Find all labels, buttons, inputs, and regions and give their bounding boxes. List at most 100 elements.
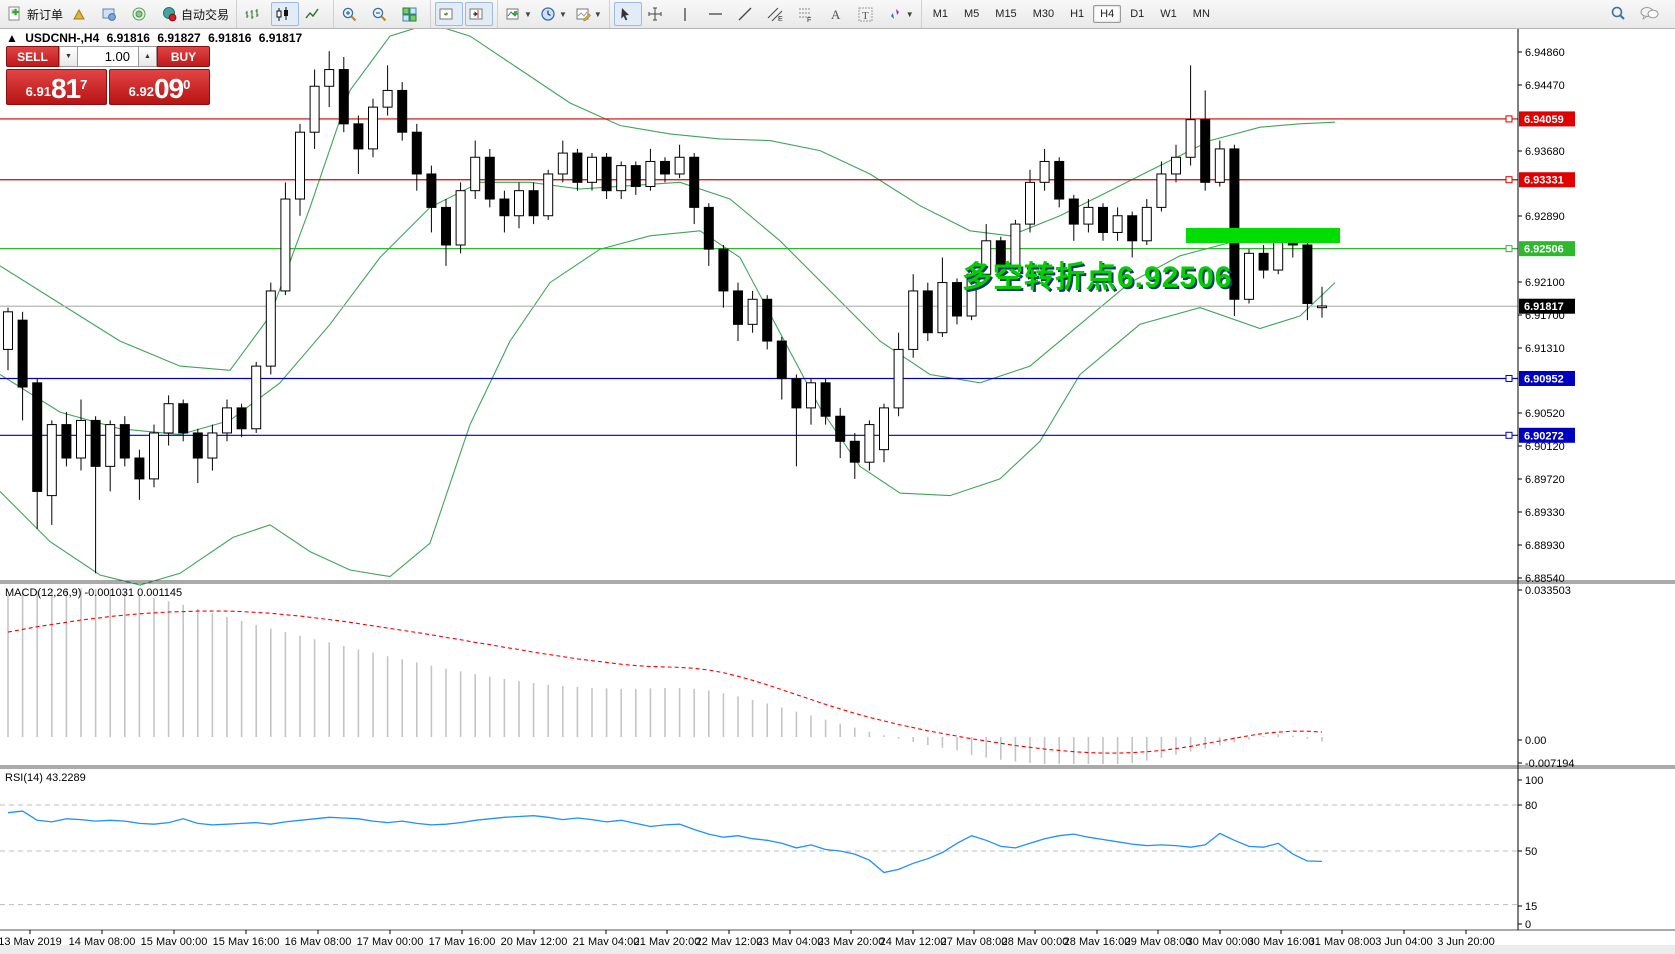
- horizontal-line-button[interactable]: [704, 2, 732, 26]
- price-tick-label: 6.89330: [1525, 507, 1565, 519]
- price-tick-label: 6.90520: [1525, 408, 1565, 420]
- timeframe-h4[interactable]: H4: [1093, 5, 1122, 23]
- sell-button[interactable]: SELL: [6, 46, 59, 67]
- fibonacci-icon: F: [797, 6, 814, 23]
- fibonacci-button[interactable]: F: [794, 2, 822, 26]
- cursor-button[interactable]: [613, 2, 642, 26]
- equidistant-channel-button[interactable]: E: [764, 2, 792, 26]
- bollinger-upper-band: [0, 23, 1336, 371]
- arrows-button[interactable]: ▼: [884, 2, 917, 26]
- text-label-button[interactable]: T: [854, 2, 882, 26]
- timeframe-w1[interactable]: W1: [1160, 8, 1177, 20]
- candle-body: [879, 407, 889, 451]
- timeframe-mn[interactable]: MN: [1192, 8, 1210, 20]
- candle-body: [1025, 181, 1035, 225]
- rsi-pane-title: RSI(14) 43.2289: [5, 772, 86, 784]
- profiles-button[interactable]: [68, 2, 96, 26]
- volume-down-button[interactable]: ▼: [59, 46, 78, 67]
- chevron-down-icon[interactable]: ▼: [905, 9, 914, 19]
- hline-marker[interactable]: [1505, 431, 1513, 439]
- hline-marker[interactable]: [1505, 176, 1513, 184]
- candle-body: [674, 156, 685, 175]
- zoom-in-button[interactable]: [338, 2, 366, 26]
- price-line-label-bg: [1519, 370, 1575, 386]
- candle-body: [893, 348, 904, 409]
- candle-body: [178, 403, 189, 434]
- candle-body: [601, 156, 612, 192]
- price-tick-label: 6.92890: [1525, 211, 1565, 223]
- candle-body: [1185, 119, 1196, 158]
- chart-shift-button[interactable]: [465, 2, 494, 26]
- hline-marker[interactable]: [1505, 245, 1513, 253]
- candle-body: [791, 378, 802, 409]
- low-value: 6.91816: [208, 31, 252, 45]
- chart-background: [0, 28, 1675, 954]
- rsi-axis-label: 0: [1525, 919, 1531, 931]
- auto-scroll-button[interactable]: [435, 2, 464, 26]
- price-tick-label: 6.94470: [1525, 80, 1565, 92]
- text-button[interactable]: A: [824, 2, 852, 26]
- candlestick-icon: [274, 6, 291, 23]
- hline-marker[interactable]: [1505, 374, 1513, 382]
- candlestick-button[interactable]: [271, 2, 300, 26]
- navigator-button[interactable]: [128, 2, 156, 26]
- price-line-label-bg: [1519, 427, 1575, 443]
- candle-body: [105, 424, 116, 467]
- templates-icon: [575, 6, 592, 23]
- candle-body: [163, 403, 174, 434]
- cursor-icon: [617, 6, 634, 23]
- candle-body: [32, 382, 43, 492]
- sell-price-tile[interactable]: 6.91 81 7: [6, 69, 107, 105]
- volume-up-button[interactable]: ▲: [138, 46, 157, 67]
- price-line-label-bg: [1519, 241, 1575, 257]
- collapse-arrow-icon[interactable]: ▲: [6, 31, 18, 45]
- chevron-down-icon[interactable]: ▼: [593, 9, 602, 19]
- chart-text-annotation[interactable]: 多空转折点6.92506: [962, 261, 1233, 294]
- timeframe-m1[interactable]: M1: [932, 8, 948, 20]
- search-button[interactable]: [1606, 2, 1634, 26]
- chat-button[interactable]: [1636, 2, 1664, 26]
- timeframe-m5[interactable]: M5: [964, 8, 980, 20]
- text-label-icon: T: [857, 6, 874, 23]
- indicators-button[interactable]: ▼: [502, 2, 535, 26]
- candle-body: [557, 152, 568, 175]
- candle-body: [820, 382, 831, 417]
- hline-marker[interactable]: [1505, 115, 1513, 123]
- candle-body: [76, 419, 86, 459]
- new-order-button[interactable]: 新订单: [4, 2, 66, 26]
- crosshair-button[interactable]: [644, 2, 672, 26]
- buy-button[interactable]: BUY: [157, 46, 210, 67]
- candle-body: [922, 290, 933, 334]
- chevron-down-icon[interactable]: ▼: [558, 9, 567, 19]
- candle-body: [1112, 215, 1123, 233]
- candle-body: [1127, 215, 1138, 242]
- timeframe-d1[interactable]: D1: [1130, 8, 1145, 20]
- market-watch-button[interactable]: [98, 2, 126, 26]
- zoom-out-button[interactable]: [368, 2, 396, 26]
- line-chart-button[interactable]: [301, 2, 329, 26]
- chevron-down-icon[interactable]: ▼: [524, 9, 532, 19]
- templates-button[interactable]: ▼: [572, 2, 605, 26]
- candle-body: [1010, 223, 1021, 267]
- candle-body: [119, 424, 130, 459]
- price-tick-label: 6.92100: [1525, 277, 1565, 289]
- search-icon: [1609, 5, 1627, 23]
- periods-button[interactable]: ▼: [537, 2, 570, 26]
- timeframe-m15[interactable]: M15: [995, 8, 1017, 20]
- timeframe-h1[interactable]: H1: [1070, 8, 1085, 20]
- vertical-line-button[interactable]: [674, 2, 702, 26]
- trendline-button[interactable]: [734, 2, 762, 26]
- volume-input[interactable]: 1.00: [78, 46, 138, 67]
- main-toolbar: 新订单 自动交易 ▼ ▼ ▼ E F A T ▼ M1 M5 M15 M30 H1 H4 D1 W1 MN: [0, 0, 1675, 29]
- buy-price-tile[interactable]: 6.92 09 0: [109, 69, 210, 105]
- bar-chart-button[interactable]: [241, 2, 269, 26]
- tile-windows-button[interactable]: [398, 2, 426, 26]
- autotrading-button[interactable]: 自动交易: [158, 2, 232, 26]
- highlight-rectangle-object[interactable]: [1186, 228, 1340, 243]
- timeframe-m30[interactable]: M30: [1032, 8, 1055, 20]
- candle-body: [762, 298, 773, 342]
- price-tick-label: 6.88540: [1525, 573, 1565, 585]
- price-line-label: 6.94059: [1524, 114, 1564, 126]
- price-tick-label: 6.91310: [1525, 343, 1565, 355]
